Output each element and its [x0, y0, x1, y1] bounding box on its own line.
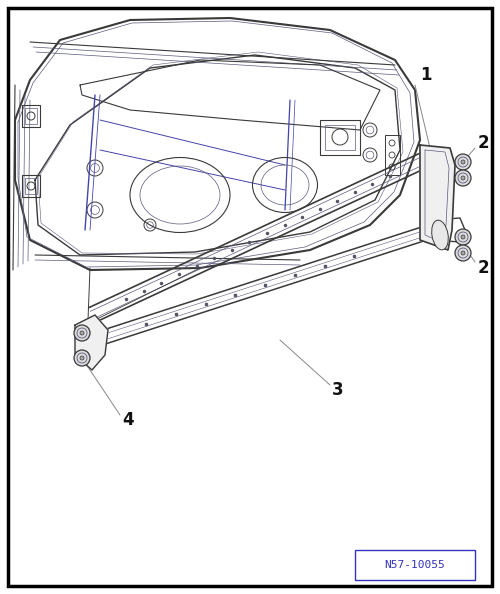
Text: 4: 4 [122, 411, 134, 429]
Circle shape [455, 229, 471, 245]
Bar [22, 105, 40, 127]
Text: 3: 3 [332, 381, 344, 399]
Bar [385, 135, 400, 175]
Bar [25, 178, 37, 194]
Circle shape [80, 356, 84, 360]
Bar [325, 125, 355, 150]
Circle shape [455, 170, 471, 186]
Circle shape [80, 331, 84, 335]
Circle shape [461, 176, 465, 180]
Polygon shape [75, 315, 108, 370]
Bar [320, 120, 360, 155]
Circle shape [461, 235, 465, 239]
Circle shape [74, 350, 90, 366]
Ellipse shape [432, 220, 448, 250]
Circle shape [461, 160, 465, 164]
Circle shape [455, 154, 471, 170]
Polygon shape [420, 145, 455, 250]
Bar [25, 108, 37, 124]
Text: 1: 1 [420, 66, 432, 84]
Text: N57-10055: N57-10055 [384, 560, 446, 570]
Circle shape [74, 325, 90, 341]
Circle shape [455, 245, 471, 261]
Text: 2: 2 [478, 134, 490, 152]
Circle shape [461, 251, 465, 255]
Text: 2: 2 [478, 259, 490, 277]
Bar [22, 175, 40, 197]
Bar [355, 550, 475, 580]
